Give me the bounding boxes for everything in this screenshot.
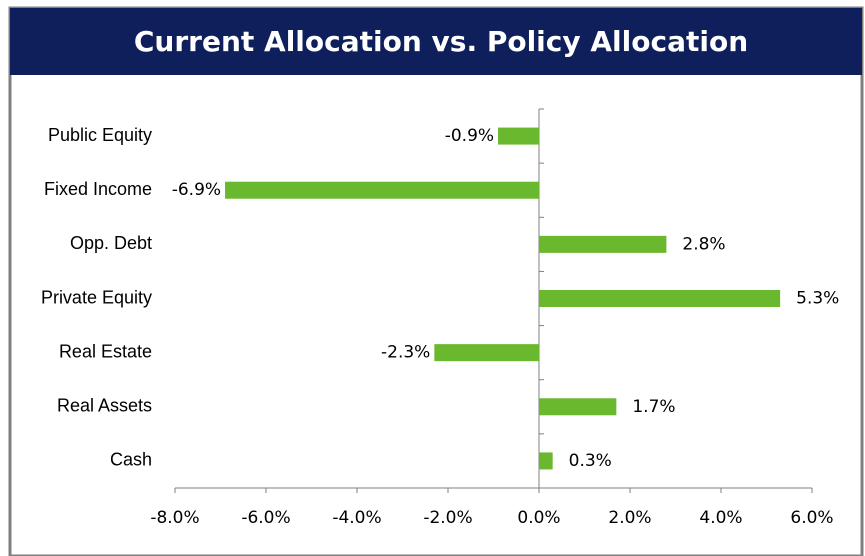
x-tick-label: -4.0%	[332, 508, 381, 528]
value-label: 2.8%	[682, 234, 725, 254]
y-tick-label: Fixed Income	[44, 179, 152, 199]
y-tick-label: Cash	[110, 450, 152, 470]
chart-title: Current Allocation vs. Policy Allocation	[134, 25, 748, 58]
value-label: -6.9%	[172, 180, 221, 200]
value-label: 1.7%	[632, 397, 675, 417]
x-tick-label: 2.0%	[608, 508, 651, 528]
y-tick-label: Private Equity	[41, 287, 152, 307]
y-tick-label: Opp. Debt	[70, 233, 152, 253]
y-tick-label: Real Assets	[57, 396, 152, 416]
bar	[434, 344, 539, 362]
x-tick-label: 4.0%	[699, 508, 742, 528]
x-tick-label: 0.0%	[517, 508, 560, 528]
x-tick-label: 6.0%	[790, 508, 833, 528]
x-tick-label: -8.0%	[150, 508, 199, 528]
value-label: 5.3%	[796, 289, 839, 309]
value-label: -2.3%	[381, 343, 430, 363]
x-tick-label: -2.0%	[423, 508, 472, 528]
frame	[8, 6, 864, 556]
bar	[225, 181, 540, 199]
bar	[498, 127, 539, 145]
bar	[539, 398, 617, 416]
bar	[539, 290, 781, 307]
y-tick-label: Real Estate	[59, 341, 152, 361]
bar	[539, 452, 553, 470]
x-tick-label: -6.0%	[241, 508, 290, 528]
value-label: -0.9%	[445, 126, 494, 146]
bar	[539, 235, 667, 253]
y-tick-label: Public Equity	[48, 125, 152, 145]
value-label: 0.3%	[569, 451, 612, 471]
title-bar	[10, 8, 862, 75]
